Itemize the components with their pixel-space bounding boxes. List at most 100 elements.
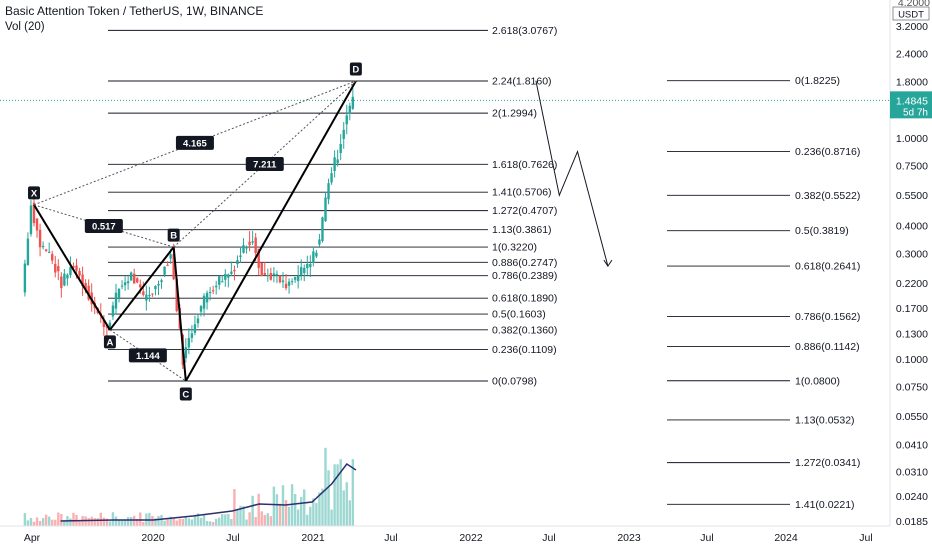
- candle[interactable]: [41, 245, 45, 248]
- candle[interactable]: [51, 253, 54, 261]
- candle[interactable]: [287, 281, 291, 286]
- candle[interactable]: [214, 285, 218, 288]
- candle[interactable]: [345, 115, 348, 125]
- candle[interactable]: [236, 260, 239, 265]
- candle[interactable]: [342, 129, 345, 139]
- candle[interactable]: [148, 294, 151, 297]
- candle[interactable]: [81, 274, 84, 287]
- candle[interactable]: [151, 293, 154, 295]
- candle[interactable]: [348, 105, 351, 114]
- candle[interactable]: [123, 282, 127, 286]
- candle[interactable]: [187, 338, 191, 348]
- candle[interactable]: [208, 292, 212, 294]
- candle[interactable]: [111, 305, 115, 317]
- candle[interactable]: [63, 273, 66, 286]
- candle[interactable]: [306, 263, 309, 269]
- candle[interactable]: [272, 273, 276, 276]
- candle[interactable]: [136, 278, 139, 283]
- candle[interactable]: [142, 291, 145, 295]
- candle[interactable]: [196, 318, 200, 324]
- candle[interactable]: [175, 278, 178, 312]
- candle[interactable]: [315, 252, 318, 257]
- ratio-badge[interactable]: [245, 157, 284, 172]
- candle[interactable]: [242, 245, 245, 253]
- ratio-badge[interactable]: [128, 348, 167, 363]
- pattern-leg-BC[interactable]: [172, 246, 187, 382]
- candle[interactable]: [66, 274, 69, 279]
- candle[interactable]: [133, 273, 136, 284]
- candle[interactable]: [309, 263, 312, 268]
- candle[interactable]: [87, 285, 90, 300]
- pattern-leg-XA[interactable]: [33, 204, 111, 331]
- candle[interactable]: [318, 239, 321, 245]
- candle[interactable]: [172, 254, 175, 280]
- candle[interactable]: [290, 281, 294, 283]
- candle[interactable]: [166, 264, 169, 266]
- candle[interactable]: [72, 266, 75, 268]
- pattern-point-badge[interactable]: [179, 387, 192, 401]
- candle[interactable]: [47, 251, 51, 253]
- pattern-point-badge[interactable]: [349, 62, 362, 76]
- candle[interactable]: [126, 281, 130, 284]
- candle[interactable]: [54, 263, 57, 273]
- candle[interactable]: [284, 283, 288, 289]
- candle[interactable]: [117, 288, 121, 298]
- candle[interactable]: [108, 322, 112, 328]
- candle[interactable]: [227, 274, 230, 278]
- candle[interactable]: [263, 272, 266, 275]
- candle[interactable]: [239, 255, 242, 258]
- candle[interactable]: [154, 285, 157, 290]
- candle[interactable]: [157, 283, 160, 286]
- candle[interactable]: [224, 273, 227, 280]
- candle[interactable]: [35, 218, 39, 231]
- ratio-badge[interactable]: [84, 218, 123, 233]
- candle[interactable]: [145, 294, 148, 301]
- projection-path[interactable]: [535, 80, 609, 267]
- candle[interactable]: [296, 275, 300, 281]
- candle[interactable]: [160, 280, 163, 283]
- candle[interactable]: [266, 274, 270, 276]
- candle[interactable]: [57, 266, 60, 272]
- candle[interactable]: [169, 254, 172, 259]
- candle[interactable]: [330, 173, 333, 183]
- pattern-point-badge[interactable]: [167, 228, 180, 242]
- candle[interactable]: [202, 295, 206, 309]
- candle[interactable]: [60, 276, 63, 289]
- candle[interactable]: [32, 202, 36, 224]
- candle[interactable]: [245, 246, 248, 249]
- candle[interactable]: [29, 205, 33, 235]
- candle[interactable]: [327, 183, 330, 200]
- candle[interactable]: [23, 263, 27, 293]
- candle[interactable]: [184, 347, 188, 359]
- candle[interactable]: [233, 269, 236, 272]
- candle[interactable]: [248, 241, 251, 246]
- candle[interactable]: [336, 159, 339, 164]
- candle[interactable]: [269, 273, 273, 280]
- candle[interactable]: [221, 281, 224, 283]
- candle[interactable]: [324, 197, 327, 222]
- candle[interactable]: [339, 143, 342, 153]
- candle[interactable]: [303, 267, 306, 274]
- candle[interactable]: [312, 251, 315, 263]
- candle[interactable]: [199, 306, 203, 312]
- pattern-point-badge[interactable]: [28, 186, 40, 200]
- candle[interactable]: [211, 290, 215, 292]
- candle[interactable]: [139, 284, 142, 288]
- candle[interactable]: [190, 333, 194, 338]
- candle[interactable]: [102, 320, 106, 328]
- candle[interactable]: [251, 241, 254, 243]
- candle[interactable]: [193, 324, 197, 333]
- candle[interactable]: [114, 292, 118, 309]
- candle[interactable]: [120, 285, 124, 287]
- candle[interactable]: [281, 280, 285, 283]
- candle[interactable]: [129, 272, 133, 281]
- candle[interactable]: [26, 238, 30, 265]
- candle[interactable]: [333, 157, 336, 171]
- candle[interactable]: [293, 276, 297, 280]
- candle[interactable]: [84, 282, 87, 290]
- pattern-point-badge[interactable]: [103, 335, 116, 349]
- candle[interactable]: [205, 292, 209, 303]
- candle[interactable]: [69, 266, 72, 276]
